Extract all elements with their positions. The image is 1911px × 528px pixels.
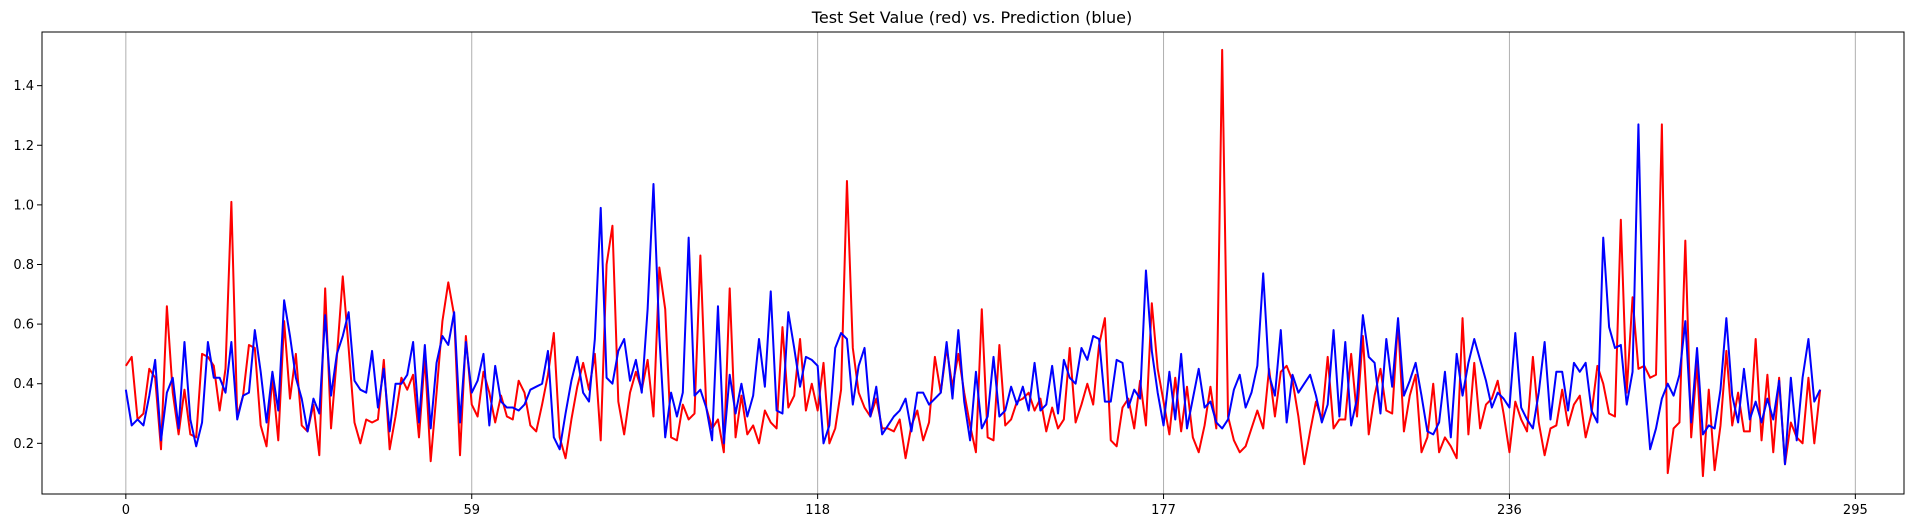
x-tick-label: 236 <box>1497 503 1522 518</box>
chart-title: Test Set Value (red) vs. Prediction (blu… <box>811 8 1132 27</box>
x-axis-ticks: 0 59 118 177 236 295 <box>122 494 1868 518</box>
grid-lines <box>125 32 1856 494</box>
x-tick-label: 295 <box>1843 503 1868 518</box>
series-line-red <box>125 48 1822 478</box>
y-tick-label: 1.2 <box>13 139 34 154</box>
y-tick-label: 1.4 <box>13 79 34 94</box>
x-tick-label: 177 <box>1151 503 1176 518</box>
series-lines <box>124 48 1822 478</box>
x-tick-label: 59 <box>463 503 480 518</box>
plot-area-frame <box>41 31 1905 495</box>
y-tick-label: 0.4 <box>13 377 34 392</box>
y-tick-label: 0.8 <box>13 258 34 273</box>
y-tick-label: 1.0 <box>13 198 34 213</box>
x-tick-label: 0 <box>122 503 130 518</box>
x-tick-label: 118 <box>805 503 830 518</box>
y-tick-label: 0.6 <box>13 318 34 333</box>
series-line-blue <box>124 123 1822 466</box>
y-tick-label: 0.2 <box>13 437 34 452</box>
y-axis-ticks: 0.2 0.4 0.6 0.8 1.0 1.2 1.4 <box>13 79 42 452</box>
